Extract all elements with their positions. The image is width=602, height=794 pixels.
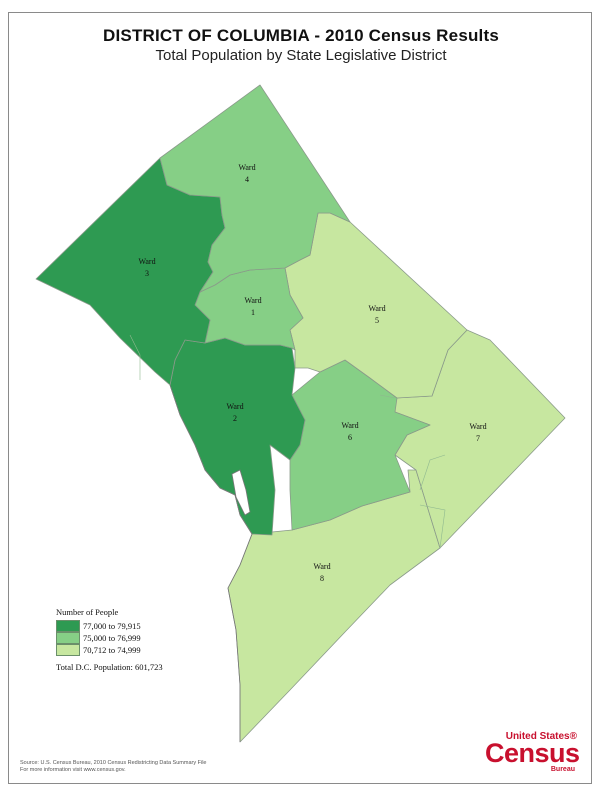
legend-label: 75,000 to 76,999 — [83, 633, 141, 643]
legend-title: Number of People — [56, 607, 119, 617]
legend-swatch-low — [56, 644, 80, 656]
ward-7-label: Ward — [469, 422, 486, 431]
island-shape — [231, 469, 251, 516]
census-bureau-logo: United States® Census Bureau — [485, 731, 580, 775]
ward-5-label: Ward — [368, 304, 385, 313]
ward-6-label: Ward — [341, 421, 358, 430]
page-frame — [8, 12, 592, 784]
ward-7-number: 7 — [476, 434, 480, 443]
source-note: Source: U.S. Census Bureau, 2010 Census … — [20, 760, 206, 774]
legend-swatch-high — [56, 620, 80, 632]
legend-label: 70,712 to 74,999 — [83, 645, 141, 655]
source-more-info: For more information visit www.census.go… — [20, 767, 126, 773]
legend-item: 75,000 to 76,999 — [56, 632, 163, 644]
logo-top-text: United States® — [505, 731, 577, 742]
ward-1-number: 1 — [251, 308, 255, 317]
ward-8-number: 8 — [320, 574, 324, 583]
ward-2-label: Ward — [226, 402, 243, 411]
ward-5-number: 5 — [375, 316, 379, 325]
ward-8-label: Ward — [313, 562, 330, 571]
total-population: Total D.C. Population: 601,723 — [56, 662, 163, 672]
map-subtitle: Total Population by State Legislative Di… — [155, 47, 447, 64]
ward-2-number: 2 — [233, 414, 237, 423]
ward-3-number: 3 — [145, 269, 149, 278]
ward-4-region[interactable] — [159, 84, 351, 293]
tract-line — [129, 334, 446, 549]
river-bank-line — [169, 384, 253, 742]
source-line: Source: U.S. Census Bureau, 2010 Census … — [20, 760, 207, 766]
legend-item: 70,712 to 74,999 — [56, 644, 163, 656]
map-title: DISTRICT OF COLUMBIA - 2010 Census Resul… — [103, 26, 499, 45]
ward-6-number: 6 — [348, 433, 352, 442]
legend: Number of People 77,000 to 79,915 75,000… — [56, 607, 163, 672]
legend-label: 77,000 to 79,915 — [83, 621, 141, 631]
ward-4-label: Ward — [238, 163, 255, 172]
logo-bottom-text: Bureau — [550, 766, 575, 773]
ward-4-number: 4 — [245, 175, 249, 184]
legend-item: 77,000 to 79,915 — [56, 620, 163, 632]
logo-main-text: Census — [485, 738, 580, 768]
legend-swatch-mid — [56, 632, 80, 644]
ward-3-label: Ward — [138, 257, 155, 266]
ward-1-label: Ward — [244, 296, 261, 305]
